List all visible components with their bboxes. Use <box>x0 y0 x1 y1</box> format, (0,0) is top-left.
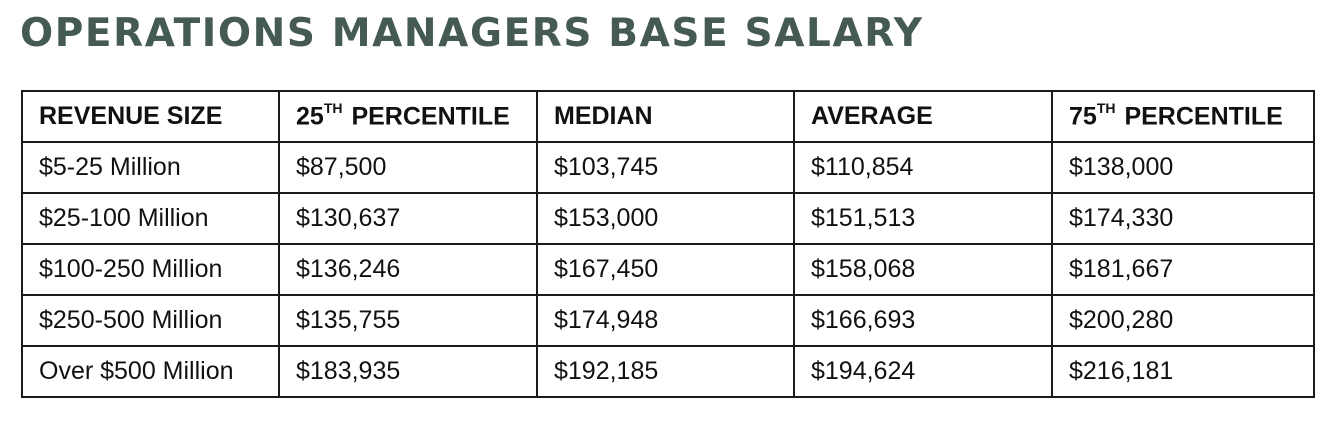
cell-median: $167,450 <box>536 243 795 296</box>
cell-25th-percentile: $87,500 <box>278 141 538 194</box>
table-row: $5-25 Million $87,500 $103,745 $110,854 … <box>21 141 1315 194</box>
cell-average: $194,624 <box>793 345 1053 398</box>
cell-revenue-size: $100-250 Million <box>21 243 280 296</box>
cell-median: $103,745 <box>536 141 795 194</box>
cell-75th-percentile: $138,000 <box>1051 141 1315 194</box>
cell-median: $174,948 <box>536 294 795 347</box>
table-row: $25-100 Million $130,637 $153,000 $151,5… <box>21 192 1315 245</box>
cell-25th-percentile: $135,755 <box>278 294 538 347</box>
cell-25th-percentile: $136,246 <box>278 243 538 296</box>
header-average: AVERAGE <box>793 90 1053 143</box>
cell-average: $151,513 <box>793 192 1053 245</box>
header-75th-percentile: 75TH PERCENTILE <box>1051 90 1315 143</box>
cell-average: $110,854 <box>793 141 1053 194</box>
cell-revenue-size: Over $500 Million <box>21 345 280 398</box>
cell-median: $192,185 <box>536 345 795 398</box>
table-row: Over $500 Million $183,935 $192,185 $194… <box>21 345 1315 398</box>
cell-25th-percentile: $130,637 <box>278 192 538 245</box>
cell-median: $153,000 <box>536 192 795 245</box>
page-title: OPERATIONS MANAGERS BASE SALARY <box>20 11 924 56</box>
cell-75th-percentile: $216,181 <box>1051 345 1315 398</box>
salary-table: REVENUE SIZE 25TH PERCENTILE MEDIAN AVER… <box>21 90 1315 398</box>
cell-revenue-size: $250-500 Million <box>21 294 280 347</box>
cell-average: $158,068 <box>793 243 1053 296</box>
header-25th-percentile: 25TH PERCENTILE <box>278 90 538 143</box>
header-median: MEDIAN <box>536 90 795 143</box>
cell-75th-percentile: $181,667 <box>1051 243 1315 296</box>
header-revenue-size: REVENUE SIZE <box>21 90 280 143</box>
cell-average: $166,693 <box>793 294 1053 347</box>
cell-revenue-size: $5-25 Million <box>21 141 280 194</box>
table-header-row: REVENUE SIZE 25TH PERCENTILE MEDIAN AVER… <box>21 90 1315 143</box>
cell-75th-percentile: $174,330 <box>1051 192 1315 245</box>
table-row: $250-500 Million $135,755 $174,948 $166,… <box>21 294 1315 347</box>
cell-75th-percentile: $200,280 <box>1051 294 1315 347</box>
table-row: $100-250 Million $136,246 $167,450 $158,… <box>21 243 1315 296</box>
cell-25th-percentile: $183,935 <box>278 345 538 398</box>
cell-revenue-size: $25-100 Million <box>21 192 280 245</box>
